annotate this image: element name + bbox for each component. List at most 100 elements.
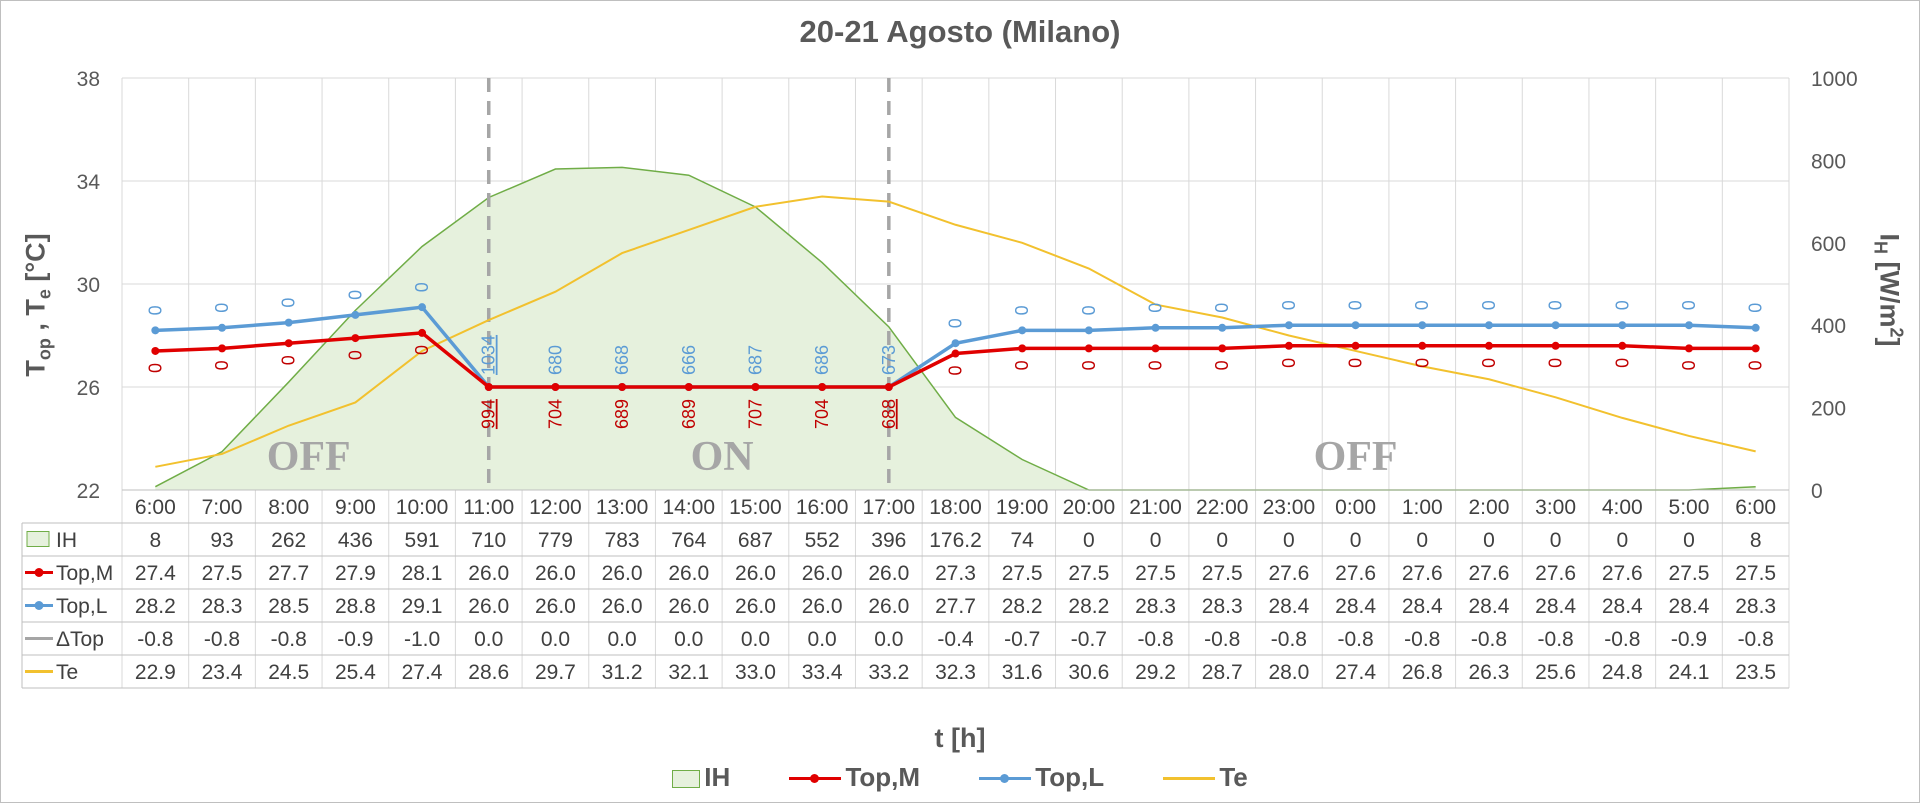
x-tick-label: 5:00 <box>1669 496 1710 519</box>
data-label-top-m: 0 <box>1279 358 1299 368</box>
table-cell: 26.0 <box>468 562 509 585</box>
table-cell: 26.0 <box>602 562 643 585</box>
marker-top-m <box>1751 344 1760 353</box>
table-cell: 28.4 <box>1669 595 1710 618</box>
data-label-top-l: 686 <box>812 345 832 375</box>
data-label-top-m: 994 <box>479 399 499 429</box>
table-cell: 26.0 <box>735 562 776 585</box>
data-label-top-l: 0 <box>1346 300 1366 310</box>
x-tick-label: 16:00 <box>796 496 849 519</box>
data-label-top-m: 0 <box>1412 358 1432 368</box>
table-cell: 552 <box>805 529 840 552</box>
x-tick-label: 20:00 <box>1063 496 1116 519</box>
table-row-label: Top,M <box>56 562 113 585</box>
table-cell: -0.8 <box>1471 628 1507 651</box>
table-key-marker <box>34 568 44 577</box>
data-label-top-m: 704 <box>812 399 832 429</box>
annotation-text: OFF <box>1314 434 1398 480</box>
legend-line-swatch <box>979 774 1032 784</box>
data-label-top-l: 0 <box>345 290 365 300</box>
data-label-top-m: 0 <box>1146 360 1166 370</box>
x-tick-label: 9:00 <box>335 496 376 519</box>
x-tick-label: 17:00 <box>863 496 916 519</box>
x-tick-label: 14:00 <box>662 496 715 519</box>
data-label-top-m: 0 <box>279 355 299 365</box>
x-axis-title: t [h] <box>934 723 986 753</box>
table-cell: 27.6 <box>1602 562 1643 585</box>
marker-top-m <box>951 349 960 358</box>
marker-top-m <box>1151 344 1160 353</box>
marker-top-m <box>884 383 893 391</box>
table-cell: 24.8 <box>1602 661 1643 684</box>
table-cell: -0.8 <box>1604 628 1640 651</box>
marker-top-m <box>218 344 227 353</box>
table-cell: -0.8 <box>1137 628 1173 651</box>
table-row-label: Top,L <box>56 595 107 618</box>
legend-label: Top,M <box>845 761 921 792</box>
table-cell: 28.3 <box>1735 595 1776 618</box>
marker-top-m <box>351 334 360 343</box>
marker-top-l <box>1284 321 1293 330</box>
data-label-top-m: 0 <box>1346 358 1366 368</box>
x-tick-label: 2:00 <box>1469 496 1510 519</box>
table-cell: 28.5 <box>268 595 309 618</box>
x-tick-label: 12:00 <box>529 496 582 519</box>
x-tick-label: 6:00 <box>1735 496 1776 519</box>
marker-top-l <box>1351 321 1360 330</box>
table-cell: 26.0 <box>602 595 643 618</box>
table-cell: 93 <box>210 529 233 552</box>
table-cell: 27.7 <box>268 562 309 585</box>
x-tick-label: 10:00 <box>396 496 449 519</box>
table-cell: 33.2 <box>868 661 909 684</box>
table-cell: 74 <box>1011 529 1035 552</box>
table-cell: 0.0 <box>741 628 770 651</box>
data-label-top-l: 0 <box>1479 300 1499 310</box>
table-row-label: IH <box>56 529 77 552</box>
legend-item-ih: IH <box>672 762 730 793</box>
marker-top-m <box>1418 341 1427 350</box>
legend-line-swatch <box>1163 777 1216 781</box>
table-cell: 30.6 <box>1068 661 1109 684</box>
table-cell: 0.0 <box>808 628 837 651</box>
legend-item-te: Te <box>1163 762 1248 793</box>
marker-top-m <box>1551 341 1560 350</box>
data-label-top-m: 689 <box>679 399 699 429</box>
marker-top-l <box>1551 321 1560 330</box>
x-tick-label: 4:00 <box>1602 496 1643 519</box>
table-cell: -1.0 <box>404 628 440 651</box>
table-cell: 27.7 <box>935 595 976 618</box>
marker-top-m <box>818 383 827 391</box>
x-tick-label: 13:00 <box>596 496 649 519</box>
table-cell: 0 <box>1616 529 1628 552</box>
data-label-top-l: 666 <box>679 345 699 375</box>
table-cell: 24.5 <box>268 661 309 684</box>
marker-top-l <box>1484 321 1493 330</box>
table-row-label: Te <box>56 661 78 684</box>
table-cell: 29.1 <box>402 595 443 618</box>
marker-top-m <box>1684 344 1693 353</box>
data-label-top-l: 673 <box>879 345 899 375</box>
table-cell: 25.4 <box>335 661 376 684</box>
data-label-top-m: 0 <box>345 350 365 360</box>
data-label-top-m: 0 <box>145 363 165 373</box>
table-cell: 26.0 <box>802 562 843 585</box>
marker-top-m <box>484 383 493 391</box>
table-cell: 8 <box>1750 529 1762 552</box>
table-cell: 26.0 <box>868 595 909 618</box>
data-label-top-l: 0 <box>1679 300 1699 310</box>
table-cell: -0.8 <box>1738 628 1774 651</box>
data-label-top-m: 0 <box>1612 358 1632 368</box>
table-cell: -0.4 <box>937 628 974 651</box>
marker-top-l <box>1618 321 1627 330</box>
data-label-top-l: 0 <box>279 298 299 308</box>
table-row-label: ΔTop <box>56 628 104 651</box>
marker-top-m <box>151 346 160 355</box>
x-tick-label: 22:00 <box>1196 496 1249 519</box>
table-cell: 0.0 <box>541 628 570 651</box>
data-label-top-m: 0 <box>946 366 966 376</box>
table-cell: 28.1 <box>402 562 443 585</box>
table-cell: 26.0 <box>535 595 576 618</box>
table-cell: 26.0 <box>668 595 709 618</box>
y-tick-label-left: 34 <box>77 171 101 194</box>
marker-top-l <box>1018 326 1027 335</box>
